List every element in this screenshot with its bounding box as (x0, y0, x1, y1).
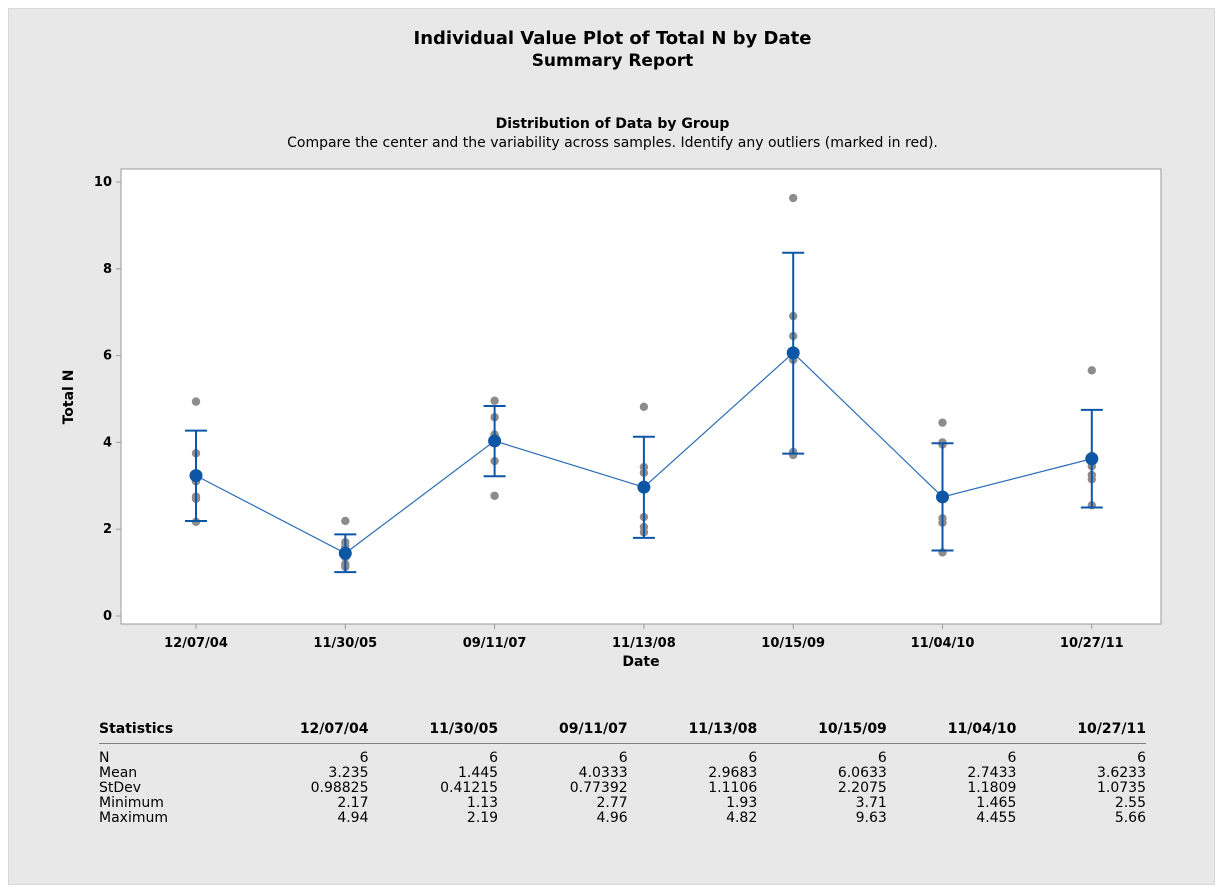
y-tick-label: 6 (103, 349, 112, 364)
x-tick-label: 12/07/04 (164, 636, 228, 651)
statistics-cell: 1.465 (976, 795, 1017, 811)
statistics-row-label: Maximum (99, 810, 168, 826)
x-tick-label: 10/27/11 (1060, 636, 1124, 651)
statistics-cell: 4.82 (726, 810, 758, 826)
summary-report: Individual Value Plot of Total N by Date… (8, 8, 1215, 885)
statistics-header: Statistics (99, 721, 174, 737)
statistics-header-row: Statistics 12/07/04 11/30/05 09/11/07 11/13… (99, 721, 1146, 744)
statistics-cell: 2.55 (1114, 795, 1146, 811)
statistics-table: Statistics 12/07/04 11/30/05 09/11/07 11/13… (99, 721, 1146, 826)
x-tick-label: 10/15/09 (761, 636, 825, 651)
statistics-body: N 6 6 6 6 6 6 6 Mean 3.235 1.445 4.0333 2.9683 6.0633… (99, 744, 1146, 827)
plot-marks (185, 193, 1103, 574)
data-point (490, 491, 499, 500)
statistics-cell: 6 (1007, 750, 1017, 766)
data-point (341, 516, 350, 526)
statistics-cell: 4.94 (337, 810, 369, 826)
statistics-column-header: 10/15/09 (818, 721, 887, 737)
statistics-column-header: 10/27/11 (1077, 721, 1146, 737)
x-tick-label: 11/30/05 (313, 636, 377, 651)
data-point (938, 418, 947, 427)
statistics-cell: 1.445 (457, 765, 499, 781)
statistics-cell: 1.1809 (967, 780, 1017, 796)
report-title: Individual Value Plot of Total N by Date (413, 28, 812, 49)
y-axis: 0 2 4 6 8 10 (94, 175, 121, 624)
mean-marker (637, 480, 651, 494)
x-axis-label: Date (622, 654, 659, 670)
data-point (490, 396, 499, 405)
statistics-cell: 4.96 (596, 810, 628, 826)
data-point (191, 397, 201, 406)
statistics-row: Mean 3.235 1.445 4.0333 2.9683 6.0633 2.7433 3.… (99, 766, 1146, 781)
statistics-cell: 6 (748, 750, 758, 766)
y-tick-label: 2 (103, 522, 112, 537)
statistics-cell: 3.6233 (1097, 765, 1146, 781)
statistics-row-label: StDev (99, 780, 142, 796)
statistics-cell: 6 (877, 750, 887, 766)
statistics-cell: 0.98825 (310, 780, 369, 796)
statistics-cell: 9.63 (855, 810, 887, 826)
statistics-cell: 2.19 (466, 810, 499, 826)
x-tick-label: 11/04/10 (911, 636, 975, 651)
statistics-cell: 4.455 (976, 810, 1017, 826)
statistics-column-header: 11/13/08 (688, 721, 758, 737)
statistics-cell: 2.9683 (708, 765, 758, 781)
statistics-cell: 1.13 (466, 795, 499, 811)
statistics-cell: 4.0333 (578, 765, 628, 781)
statistics-column-header: 11/30/05 (429, 721, 499, 737)
statistics-cell: 3.235 (328, 765, 369, 781)
individual-value-plot: 0 2 4 6 8 10 12/07/04 11/30/05 09/11/07 11/13/08… (61, 168, 1162, 670)
y-axis-label: Total N (61, 370, 77, 425)
statistics-cell: 5.66 (1114, 810, 1146, 826)
statistics-row: StDev 0.98825 0.41215 0.77392 1.1106 2.2075 1.… (99, 781, 1146, 796)
statistics-column-header: 09/11/07 (558, 721, 628, 737)
statistics-cell: 2.77 (596, 795, 628, 811)
mean-marker (936, 490, 949, 504)
statistics-cell: 0.77392 (569, 780, 628, 796)
statistics-cell: 6 (618, 750, 628, 766)
mean-marker (786, 346, 800, 360)
statistics-row-label: Mean (99, 765, 138, 781)
plot-area (120, 168, 1162, 625)
statistics-row: Minimum 2.17 1.13 2.77 1.93 3.71 1.465 2.55 (99, 796, 1146, 811)
statistics-column-header: 11/04/10 (947, 721, 1017, 737)
statistics-cell: 6 (1137, 750, 1146, 766)
y-tick-label: 10 (94, 175, 112, 190)
statistics-cell: 6.0633 (837, 765, 887, 781)
statistics-cell: 1.0735 (1097, 780, 1146, 796)
x-tick-label: 11/13/08 (612, 636, 676, 651)
mean-marker (1085, 452, 1099, 466)
mean-marker (338, 546, 352, 560)
statistics-cell: 1.1106 (708, 780, 758, 796)
statistics-row-label: Minimum (99, 795, 164, 811)
data-point (639, 402, 649, 412)
mean-marker (189, 469, 203, 483)
data-point (1087, 366, 1097, 375)
statistics-row: N 6 6 6 6 6 6 6 (99, 744, 1146, 767)
statistics-cell: 2.7433 (967, 765, 1017, 781)
statistics-cell: 0.41215 (440, 780, 499, 796)
statistics-cell: 2.17 (337, 795, 369, 811)
data-point (789, 193, 798, 203)
statistics-column-header: 12/07/04 (299, 721, 369, 737)
statistics-cell: 6 (489, 750, 499, 766)
mean-marker (488, 434, 502, 448)
statistics-row: Maximum 4.94 2.19 4.96 4.82 9.63 4.455 5.66 (99, 811, 1146, 826)
statistics-cell: 2.2075 (837, 780, 887, 796)
statistics-row-label: N (99, 750, 110, 766)
x-tick-label: 09/11/07 (463, 636, 527, 651)
x-axis: 12/07/04 11/30/05 09/11/07 11/13/08 10/15/09… (164, 624, 1124, 651)
y-tick-label: 0 (103, 609, 112, 624)
statistics-cell: 3.71 (855, 795, 887, 811)
report-subtitle: Summary Report (531, 51, 694, 71)
y-tick-label: 8 (103, 262, 112, 277)
statistics-cell: 1.93 (726, 795, 758, 811)
section-subtitle: Compare the center and the variability a… (287, 135, 938, 151)
y-tick-label: 4 (103, 435, 112, 450)
section-title: Distribution of Data by Group (495, 116, 730, 132)
statistics-cell: 6 (359, 750, 369, 766)
